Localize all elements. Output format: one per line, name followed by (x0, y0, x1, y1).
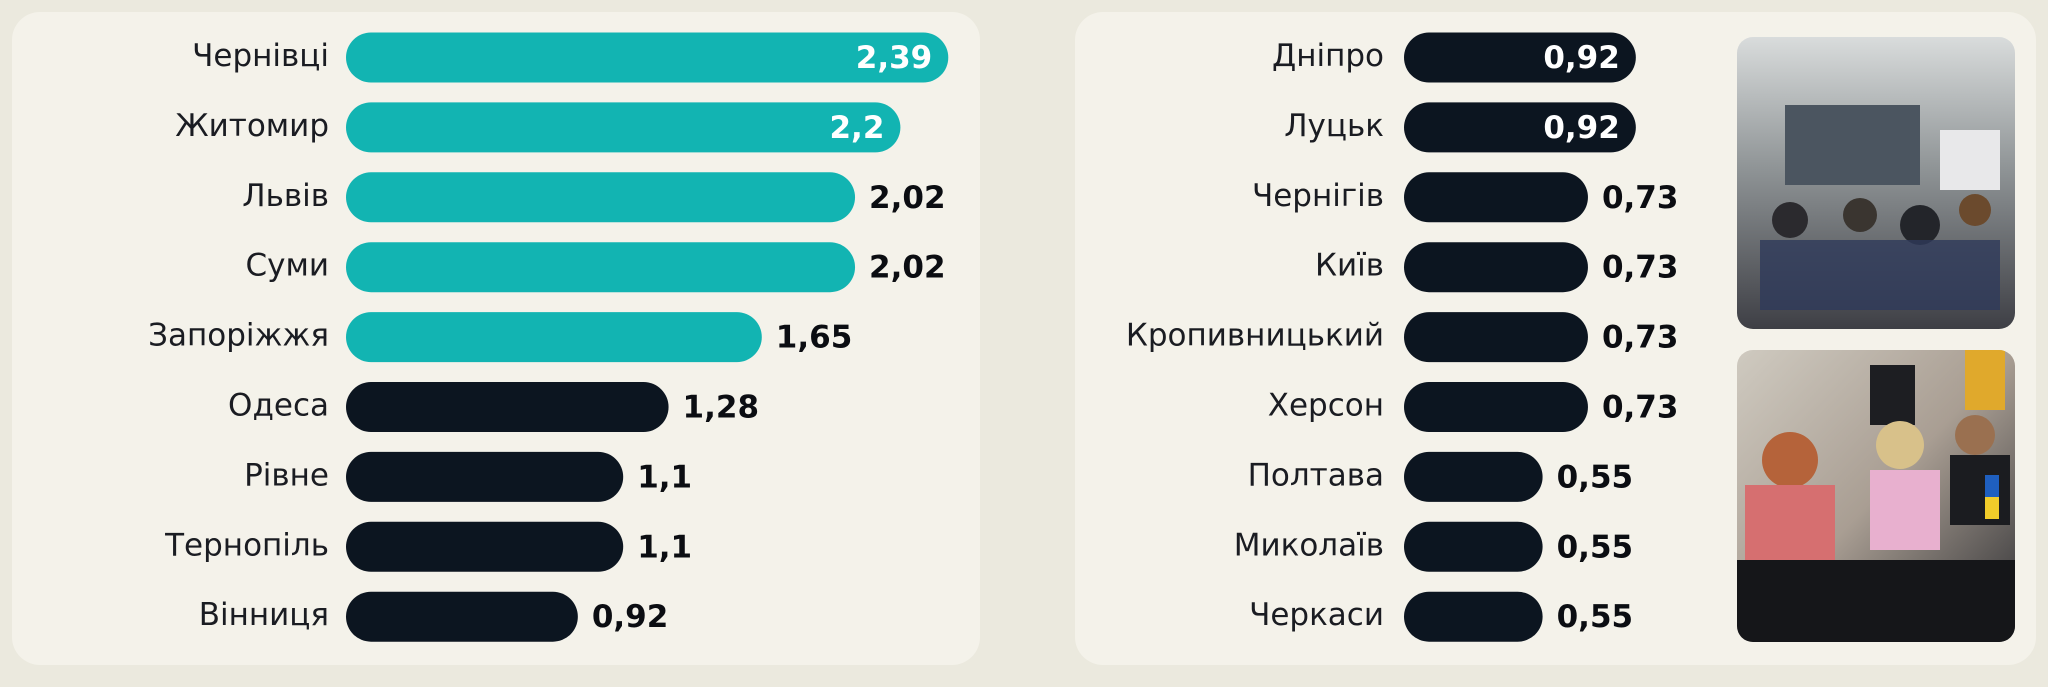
value-label: 0,73 (1602, 390, 1679, 426)
category-label: Миколаїв (1234, 527, 1384, 563)
value-label: 0,55 (1557, 529, 1634, 565)
bar (1404, 32, 1636, 83)
value-label: 0,73 (1602, 250, 1679, 286)
value-label: 2,39 (856, 40, 933, 76)
value-label: 0,55 (1557, 599, 1634, 635)
bar (346, 102, 901, 153)
bar (1404, 591, 1543, 642)
value-label: 0,92 (1543, 110, 1620, 146)
value-label: 1,1 (637, 529, 692, 565)
bar (1404, 172, 1588, 223)
bar (346, 521, 624, 572)
bar (1404, 102, 1636, 153)
value-label: 0,73 (1602, 180, 1679, 216)
value-label: 2,02 (869, 180, 946, 216)
value-label: 0,55 (1557, 459, 1634, 495)
bar (346, 591, 578, 642)
bar (1404, 312, 1588, 363)
category-label: Львів (242, 178, 329, 214)
bar (346, 312, 762, 363)
value-label: 1,65 (776, 320, 853, 356)
category-label: Херсон (1268, 388, 1384, 424)
category-label: Чернігів (1252, 178, 1384, 214)
category-label: Одеса (228, 388, 329, 424)
category-label: Черкаси (1249, 597, 1384, 633)
photo (1737, 37, 2015, 329)
category-label: Дніпро (1272, 38, 1384, 74)
bar (346, 172, 856, 223)
category-label: Запоріжжя (148, 318, 329, 354)
bar (346, 382, 669, 432)
bar (346, 32, 949, 83)
bar (1404, 382, 1588, 432)
bar (1404, 242, 1588, 293)
value-label: 1,28 (683, 390, 760, 426)
category-label: Київ (1315, 248, 1384, 284)
category-label: Луцьк (1284, 108, 1384, 144)
value-label: 1,1 (637, 459, 692, 495)
category-label: Рівне (244, 457, 329, 493)
bar (346, 242, 856, 293)
bar (346, 451, 624, 502)
value-label: 0,73 (1602, 320, 1679, 356)
photo (1737, 350, 2015, 642)
value-label: 2,2 (829, 110, 884, 146)
category-label: Тернопіль (164, 527, 329, 563)
bar (1404, 451, 1543, 502)
category-label: Вінниця (199, 597, 329, 633)
bar (1404, 521, 1543, 572)
category-label: Кропивницький (1126, 318, 1384, 354)
category-label: Суми (245, 248, 329, 284)
category-label: Житомир (175, 108, 329, 144)
category-label: Чернівці (192, 38, 329, 74)
value-label: 0,92 (592, 599, 669, 635)
value-label: 2,02 (869, 250, 946, 286)
value-label: 0,92 (1543, 40, 1620, 76)
category-label: Полтава (1248, 457, 1384, 493)
